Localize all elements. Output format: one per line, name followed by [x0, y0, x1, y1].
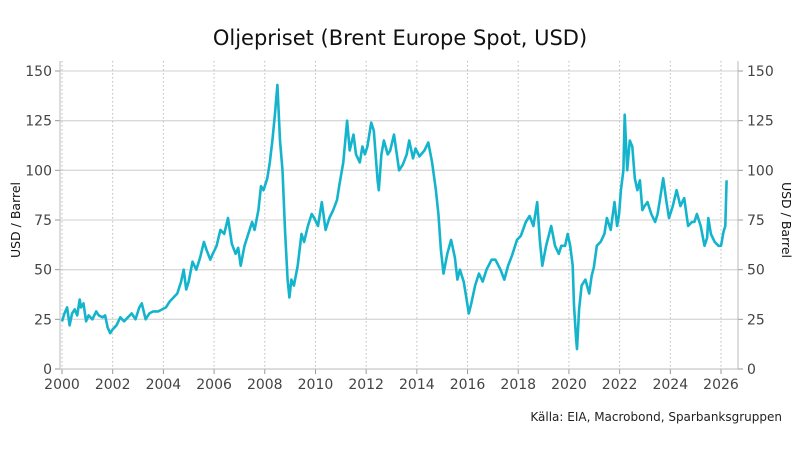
- y-tick-label-left: 100: [25, 163, 52, 179]
- y-tick-label-right: 0: [747, 362, 756, 378]
- y-axis-label-left: USD / Barrel: [8, 182, 23, 258]
- x-tick-label: 2000: [44, 377, 80, 393]
- y-tick-label-left: 75: [34, 213, 52, 229]
- y-tick-label-right: 75: [747, 213, 765, 229]
- y-tick-label-right: 50: [747, 263, 765, 279]
- y-tick-label-right: 100: [747, 163, 774, 179]
- y-tick-label-left: 150: [25, 64, 52, 80]
- x-tick-label: 2026: [703, 377, 739, 393]
- chart-title: Oljepriset (Brent Europe Spot, USD): [212, 26, 588, 50]
- y-tick-label-left: 25: [34, 312, 52, 328]
- x-tick-label: 2024: [652, 377, 688, 393]
- x-tick-label: 2002: [95, 377, 131, 393]
- x-tick-label: 2018: [500, 377, 536, 393]
- x-tick-label: 2004: [146, 377, 182, 393]
- x-tick-label: 2010: [298, 377, 334, 393]
- x-tick-label: 2006: [196, 377, 232, 393]
- x-tick-label: 2020: [551, 377, 587, 393]
- x-tick-label: 2022: [602, 377, 638, 393]
- y-tick-label-right: 150: [747, 64, 774, 80]
- y-tick-label-right: 25: [747, 312, 765, 328]
- x-tick-label: 2016: [450, 377, 486, 393]
- y-tick-label-right: 125: [747, 114, 774, 130]
- x-tick-label: 2014: [399, 377, 435, 393]
- y-tick-label-left: 0: [43, 362, 52, 378]
- y-tick-label-left: 50: [34, 263, 52, 279]
- y-axis-label-right: USD / Barrel: [779, 182, 794, 258]
- x-tick-label: 2008: [247, 377, 283, 393]
- y-tick-label-left: 125: [25, 114, 52, 130]
- brent-price-line: [60, 83, 728, 351]
- x-tick-label: 2012: [348, 377, 384, 393]
- source-note: Källa: EIA, Macrobond, Sparbanksgruppen: [530, 410, 782, 424]
